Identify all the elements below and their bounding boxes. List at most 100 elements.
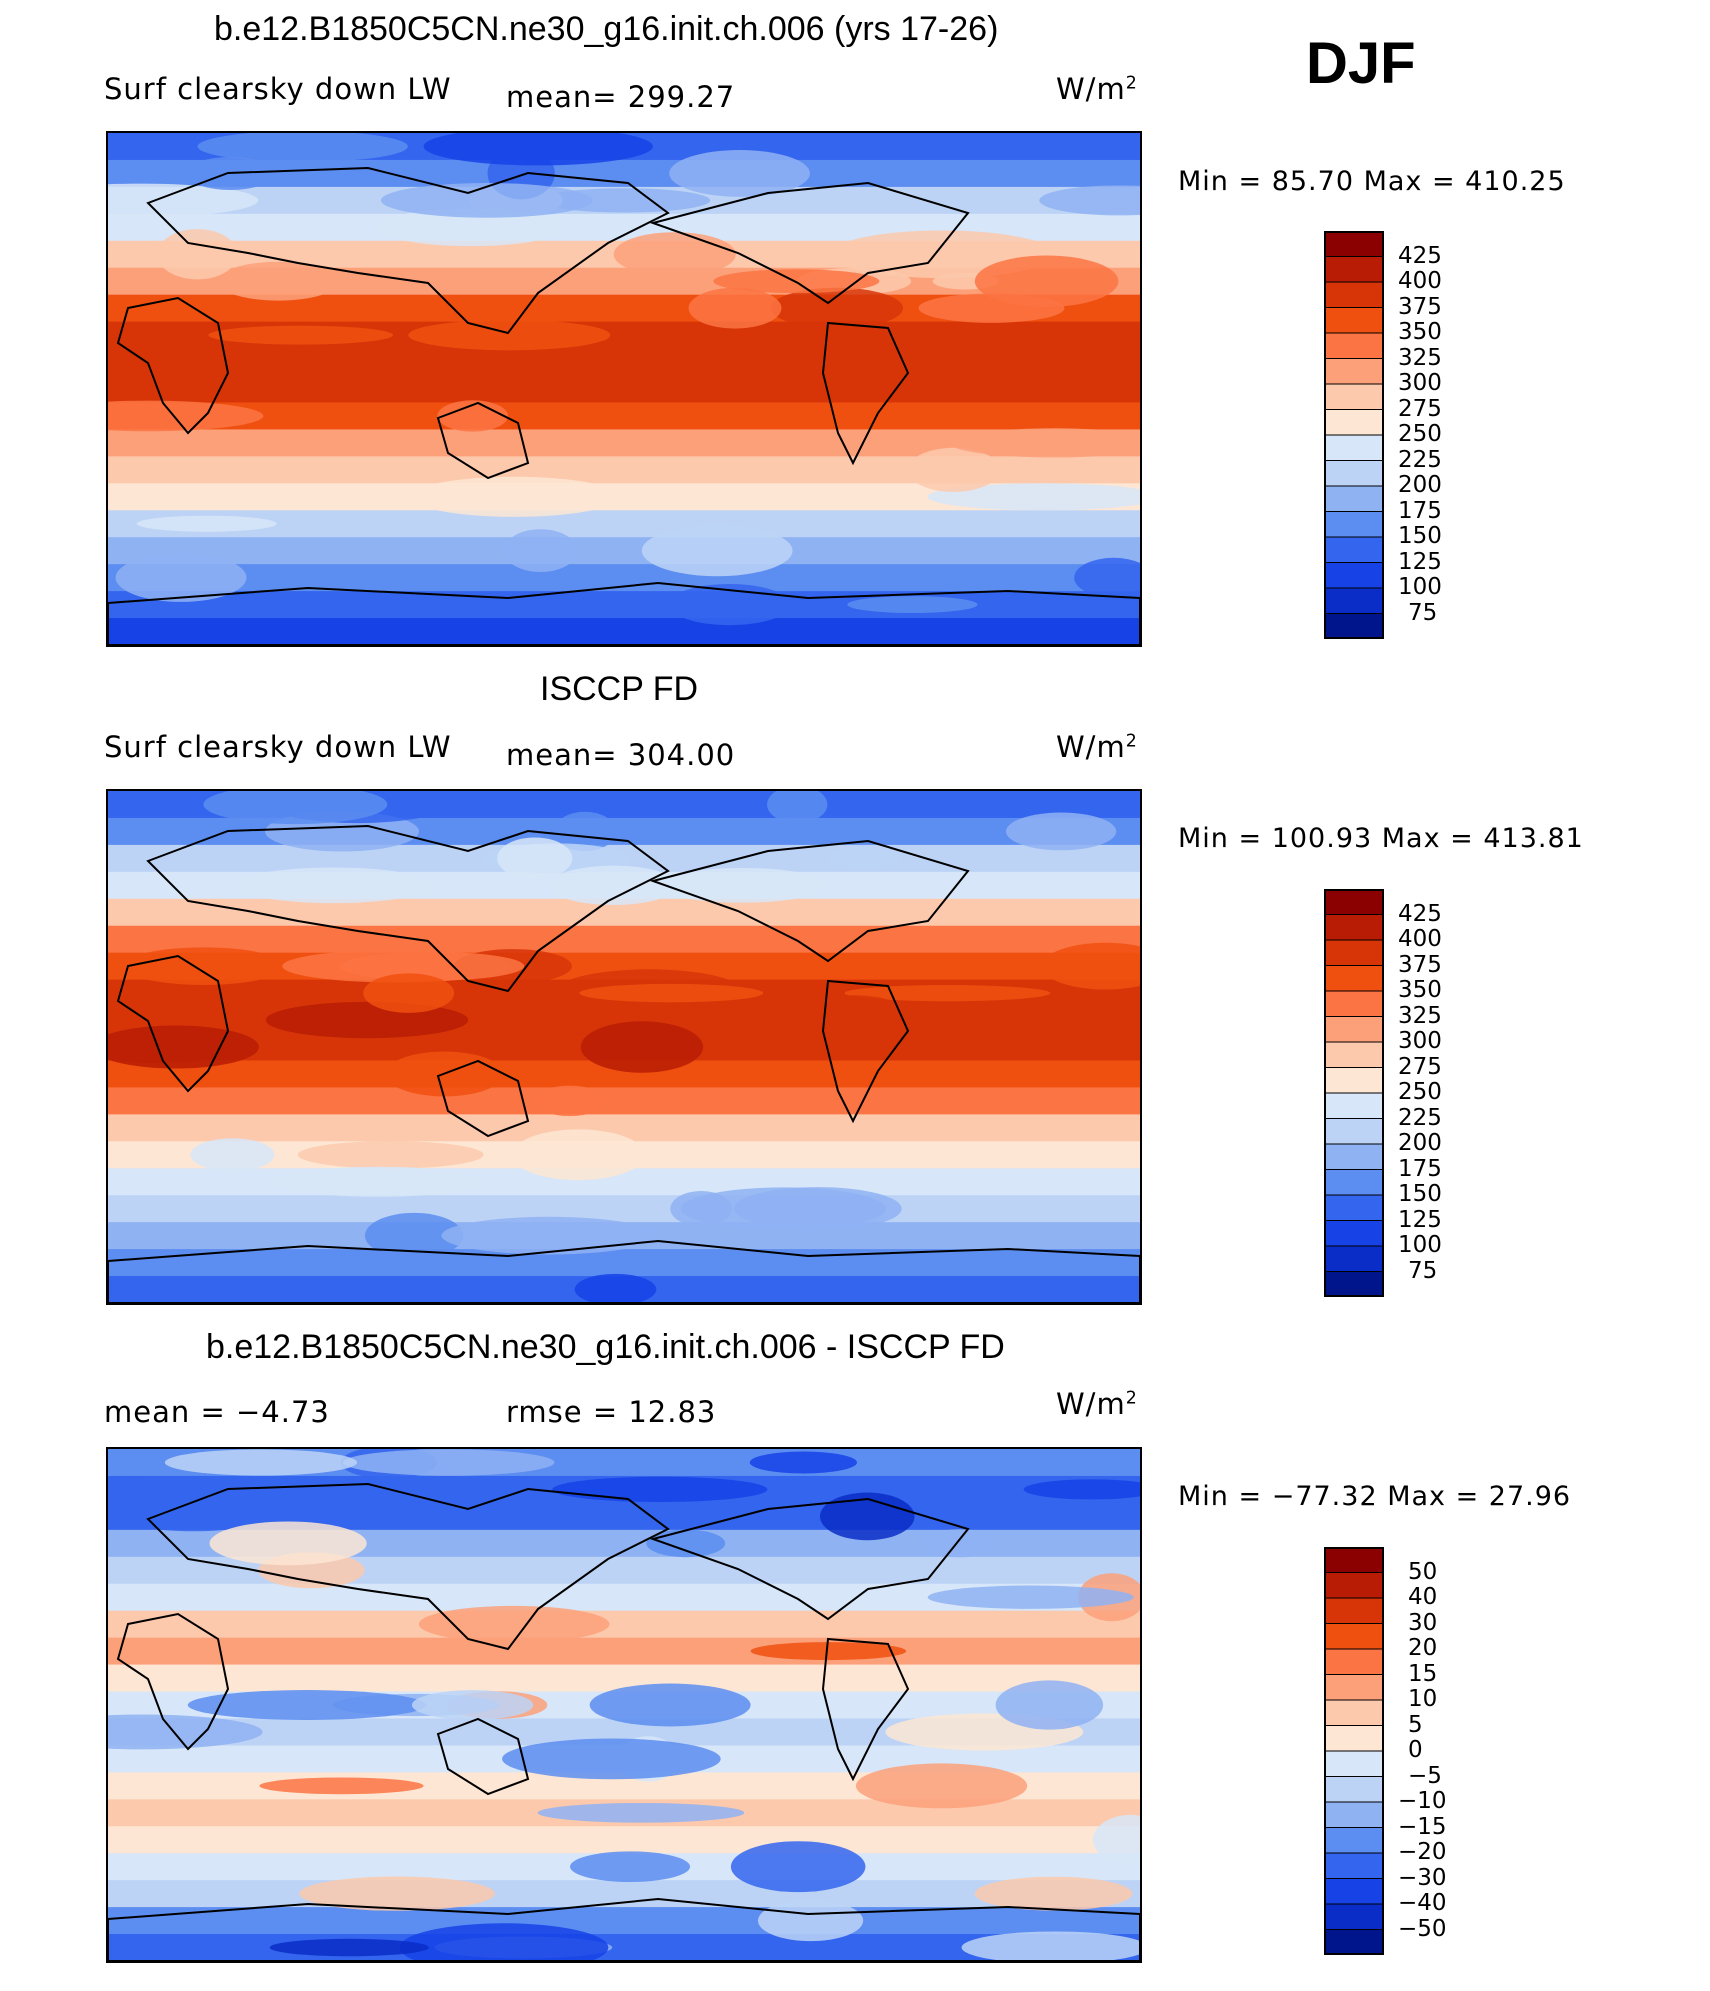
units-label: W/m2	[1056, 730, 1138, 764]
map-field-patch	[363, 973, 455, 1013]
variable-label: Surf clearsky down LW	[104, 72, 452, 106]
colorbar-tick-label: 375	[1398, 293, 1442, 320]
map-field-patch	[828, 846, 899, 871]
colorbar-tick-label: −30	[1398, 1864, 1447, 1891]
map-field-patch	[234, 867, 433, 904]
colorbar-swatch	[1324, 1597, 1384, 1625]
panel-title: ISCCP FD	[540, 670, 699, 708]
map-field-patch	[537, 1802, 745, 1823]
colorbar-swatch	[1324, 1725, 1384, 1752]
map-field-patch	[203, 791, 388, 825]
map-band	[108, 1907, 1140, 1936]
coastline	[108, 1239, 1140, 1303]
colorbar	[1324, 1547, 1384, 1955]
colorbar	[1324, 889, 1384, 1297]
coastline	[821, 1637, 910, 1782]
colorbar-tick-label: 100	[1398, 1232, 1442, 1258]
map-field-patch	[1039, 185, 1140, 216]
map-band	[108, 1249, 1140, 1278]
colorbar-swatch	[1324, 1750, 1384, 1778]
map-field-patch	[847, 596, 978, 614]
map-field-patch	[688, 287, 782, 329]
colorbar-swatch	[1324, 434, 1384, 462]
map-field-patch	[190, 1138, 275, 1172]
colorbar-tick-label: −20	[1398, 1839, 1447, 1865]
coastline	[436, 1059, 530, 1138]
colorbar-tick-label: 5	[1408, 1711, 1423, 1738]
colorbar-swatch	[1324, 1878, 1384, 1905]
colorbar-tick-label: 40	[1408, 1584, 1438, 1610]
coastline	[116, 954, 230, 1093]
map-field-patch	[974, 1876, 1133, 1911]
colorbar-swatch	[1324, 587, 1384, 615]
colorbar-swatch	[1324, 511, 1384, 538]
map-field-patch	[212, 900, 384, 924]
colorbar-tick-label: 425	[1398, 900, 1442, 927]
colorbar-tick-label: 15	[1408, 1660, 1438, 1687]
colorbar-swatch	[1324, 1929, 1384, 1955]
coastline	[649, 839, 970, 963]
map-field-patch	[1074, 557, 1140, 598]
colorbar-tick-label: 200	[1398, 472, 1442, 498]
map-field-patch	[767, 791, 828, 824]
map-field-patch	[115, 553, 247, 602]
colorbar-tick-label: 0	[1408, 1737, 1423, 1763]
min-max-label: Min = 85.70 Max = 410.25	[1178, 166, 1566, 197]
colorbar-swatch	[1324, 1194, 1384, 1222]
coastline	[436, 401, 530, 480]
colorbar-frame	[1324, 231, 1384, 639]
map-field-patch	[377, 208, 565, 247]
colorbar-tick-label: 100	[1398, 574, 1442, 600]
coastline	[821, 321, 910, 466]
colorbar-swatch	[1324, 460, 1384, 487]
map-field-patch	[343, 1449, 555, 1476]
map-panel-obs	[106, 789, 1142, 1305]
map-field-patch	[730, 1841, 866, 1893]
colorbar-tick-label: 75	[1408, 1257, 1438, 1284]
colorbar-swatch	[1324, 1271, 1384, 1297]
map-field-patch	[399, 1923, 609, 1961]
colorbar-swatch	[1324, 1016, 1384, 1043]
map-band	[108, 591, 1140, 620]
colorbar-swatch	[1324, 1903, 1384, 1931]
units-label: W/m2	[1056, 1387, 1138, 1421]
map-field-patch	[122, 947, 286, 985]
colorbar-swatch	[1324, 1169, 1384, 1196]
season-label: DJF	[1306, 31, 1416, 96]
colorbar-swatch	[1324, 990, 1384, 1018]
map-band	[108, 510, 1140, 539]
colorbar-swatch	[1324, 485, 1384, 513]
colorbar-swatch	[1324, 332, 1384, 360]
map-field-patch	[580, 1021, 704, 1073]
map-field-patch	[197, 133, 408, 163]
map-band	[108, 1087, 1140, 1116]
colorbar-swatch	[1324, 409, 1384, 436]
coastline	[649, 181, 970, 305]
colorbar-swatch	[1324, 1041, 1384, 1069]
panel-title: b.e12.B1850C5CN.ne30_g16.init.ch.006 - I…	[206, 1328, 1005, 1366]
colorbar-swatch	[1324, 536, 1384, 564]
coastline	[436, 1717, 530, 1796]
colorbar-swatch	[1324, 1143, 1384, 1171]
colorbar-tick-label: 225	[1398, 1104, 1442, 1131]
coastline	[116, 296, 230, 435]
map-field-patch	[668, 583, 791, 626]
map-field-patch	[641, 525, 793, 577]
colorbar-swatch	[1324, 1547, 1384, 1574]
coastline	[146, 166, 670, 335]
colorbar-tick-label: 200	[1398, 1130, 1442, 1156]
colorbar-tick-label: 275	[1398, 1053, 1442, 1080]
map-panel-model	[106, 131, 1142, 647]
coastline	[146, 824, 670, 993]
map-field-patch	[108, 183, 259, 218]
map-field-patch	[418, 1605, 610, 1643]
map-field-patch	[574, 1273, 657, 1303]
map-field-patch	[497, 837, 573, 880]
colorbar-swatch	[1324, 613, 1384, 639]
map-field-patch	[364, 1212, 464, 1259]
map-panel-difference	[106, 1447, 1142, 1963]
map-band	[108, 925, 1140, 954]
coastline	[821, 979, 910, 1124]
mean-label: mean= 299.27	[506, 80, 736, 114]
colorbar-swatch	[1324, 1623, 1384, 1650]
